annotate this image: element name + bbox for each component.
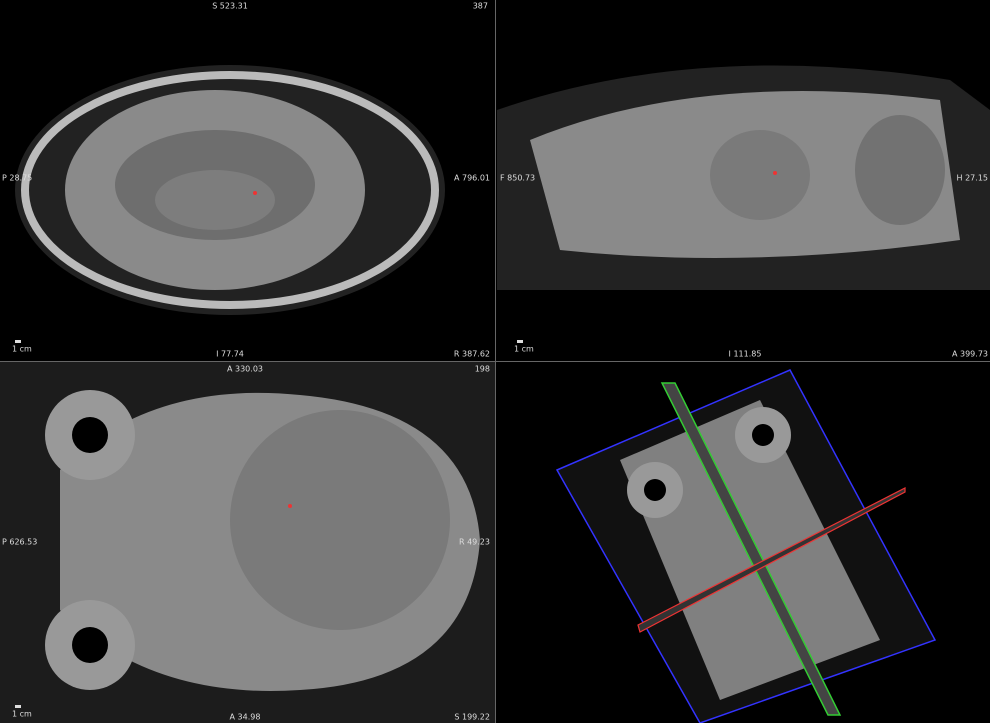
scale-bar xyxy=(517,340,523,343)
axial-view[interactable]: A 330.03 198 P 626.53 R 49.23 1 cm A 34.… xyxy=(0,362,495,723)
skin xyxy=(21,71,439,309)
orientation-label: I 77.74 xyxy=(216,350,244,359)
cursor xyxy=(253,191,257,195)
midbrain xyxy=(710,130,810,220)
orientation-label: P 28.75 xyxy=(2,174,32,183)
pupil xyxy=(72,417,108,453)
scale-bar xyxy=(15,705,21,708)
orientation-label: S 523.31 xyxy=(212,2,248,11)
pupil xyxy=(72,627,108,663)
orientation-label: P 626.53 xyxy=(2,538,37,547)
slice-label: 198 xyxy=(475,365,490,374)
cursor xyxy=(288,504,292,508)
sagittal-plane xyxy=(660,382,842,716)
thalamus xyxy=(155,170,275,230)
cursor xyxy=(773,171,777,175)
orientation-label: R 387.62 xyxy=(454,350,490,359)
sagittal-view[interactable]: F 850.73 H 27.15 1 cm I 111.85 A 399.73 xyxy=(497,65,990,359)
scale-label: 1 cm xyxy=(12,710,32,719)
orientation-label: F 850.73 xyxy=(500,174,535,183)
pupil xyxy=(752,424,774,446)
orientation-label: A 34.98 xyxy=(230,713,261,722)
slice-label: 387 xyxy=(473,2,488,11)
scale-label: 1 cm xyxy=(514,345,534,354)
coronal-view[interactable]: S 523.31 387 P 28.75 A 796.01 1 cm I 77.… xyxy=(2,2,490,359)
scale-label: 1 cm xyxy=(12,345,32,354)
cerebellum xyxy=(855,115,945,225)
orientation-label: A 399.73 xyxy=(952,350,988,359)
3d-view[interactable] xyxy=(555,369,937,723)
coronal-plane xyxy=(637,487,906,633)
orientation-label: A 796.01 xyxy=(454,174,490,183)
pupil xyxy=(644,479,666,501)
orientation-label: A 330.03 xyxy=(227,365,263,374)
brainstem xyxy=(230,410,450,630)
scale-bar xyxy=(15,340,21,343)
orientation-label: R 49.23 xyxy=(459,538,490,547)
orientation-label: S 199.22 xyxy=(454,713,490,722)
orientation-label: I 111.85 xyxy=(729,350,762,359)
orientation-label: H 27.15 xyxy=(957,174,988,183)
